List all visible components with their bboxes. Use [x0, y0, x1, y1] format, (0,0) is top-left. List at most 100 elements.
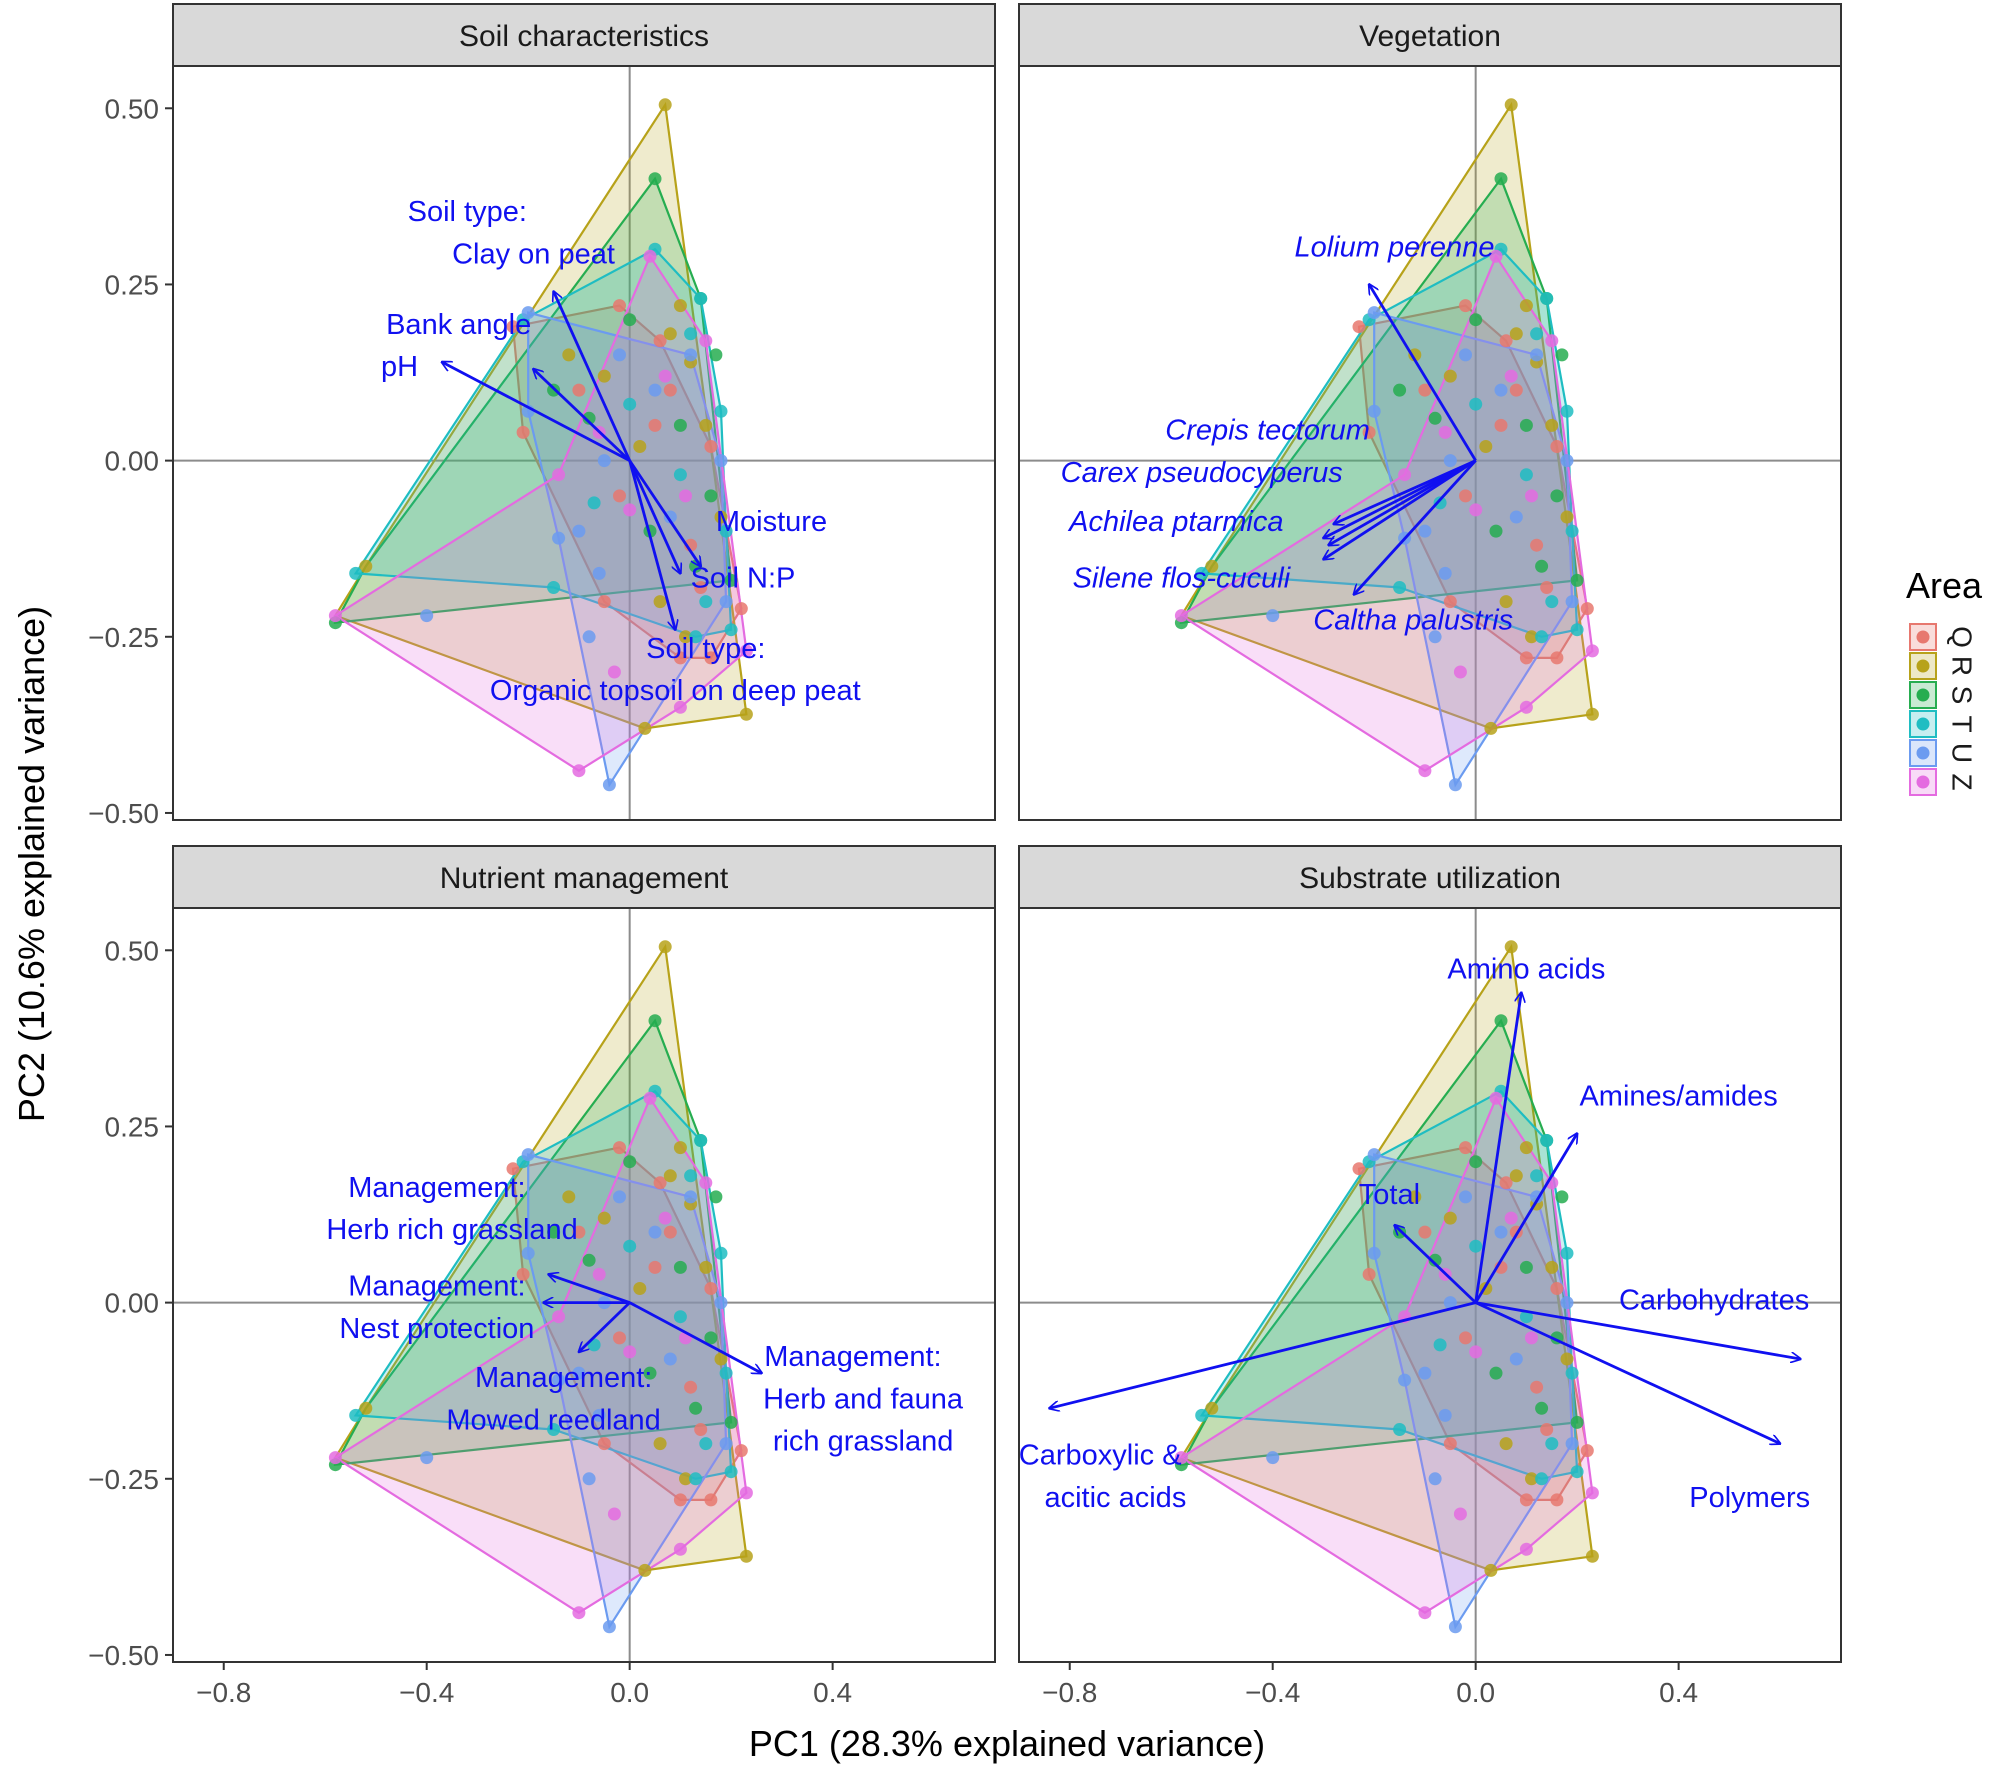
data-point-Z: [1525, 1331, 1538, 1345]
data-point-T: [1393, 1423, 1407, 1436]
x-axis-title: PC1 (28.3% explained variance): [749, 1723, 1265, 1764]
data-point-U: [648, 383, 662, 397]
data-point-T: [1469, 1239, 1483, 1253]
data-point-Z: [1438, 425, 1452, 439]
data-point-U: [613, 348, 626, 362]
data-point-Z: [643, 249, 657, 263]
data-point-R: [1484, 1563, 1498, 1577]
data-point-R: [1509, 1169, 1523, 1183]
data-point-U: [582, 630, 596, 644]
arrow-label: Amines/amides: [1579, 1080, 1777, 1112]
data-point-R: [562, 1190, 576, 1204]
data-point-T: [1560, 1246, 1574, 1260]
data-point-S: [1393, 383, 1407, 397]
hull-Z: [333, 253, 748, 773]
data-point-U: [420, 1451, 434, 1465]
data-point-T: [1519, 1310, 1533, 1324]
legend-label-S: S: [1947, 686, 1978, 705]
data-point-S: [673, 418, 687, 432]
arrow-label: Nest protection: [339, 1313, 534, 1345]
data-point-U: [1398, 1373, 1412, 1387]
data-point-R: [1499, 595, 1513, 609]
data-point-Z: [328, 1451, 342, 1465]
data-point-S: [1555, 348, 1569, 362]
data-point-U: [1509, 510, 1523, 524]
data-point-U: [1443, 454, 1457, 468]
panel-background: [173, 66, 995, 820]
data-point-Q: [1352, 1162, 1366, 1176]
data-point-Z: [1469, 1345, 1483, 1359]
data-point-U: [1438, 566, 1452, 580]
data-point-U: [1448, 1620, 1462, 1634]
data-point-Q: [1540, 581, 1554, 594]
data-point-T: [714, 404, 728, 418]
data-point-S: [1469, 313, 1483, 327]
data-point-R: [658, 98, 672, 112]
data-point-Z: [673, 1542, 687, 1556]
data-point-T: [1535, 1472, 1549, 1486]
loading-arrow: [1475, 1301, 1780, 1444]
data-point-R: [1519, 1141, 1533, 1155]
arrow-label: Management:: [348, 1172, 525, 1204]
data-point-Q: [1550, 1493, 1564, 1507]
data-point-R: [1545, 418, 1559, 432]
arrow-label: Management:: [764, 1341, 941, 1373]
data-point-U: [592, 1408, 606, 1422]
data-point-Q: [597, 595, 611, 609]
data-point-Q: [663, 1225, 677, 1239]
data-point-U: [1367, 404, 1381, 418]
arrow-label: Mowed reedland: [446, 1405, 660, 1437]
arrow-label: Polymers: [1689, 1482, 1810, 1514]
legend-key-point-S: [1916, 688, 1930, 702]
data-point-T: [714, 1246, 728, 1260]
data-point-U: [1367, 306, 1381, 320]
data-point-S: [673, 1260, 687, 1274]
data-point-Q: [673, 1493, 687, 1507]
data-point-R: [1205, 1401, 1219, 1415]
data-point-Q: [1459, 299, 1472, 313]
data-point-S: [1489, 524, 1503, 538]
data-point-T: [1560, 404, 1574, 418]
data-point-R: [359, 1401, 373, 1415]
arrow-label: pH: [381, 351, 418, 383]
data-point-U: [613, 1190, 626, 1204]
data-point-S: [1428, 1253, 1442, 1267]
legend-label-Q: Q: [1947, 626, 1978, 648]
arrow-label: Carbohydrates: [1619, 1285, 1809, 1317]
data-point-T: [1195, 1408, 1209, 1422]
data-point-U: [1443, 1296, 1457, 1310]
data-point-T: [1519, 468, 1533, 482]
data-point-Q: [684, 1380, 698, 1394]
data-point-T: [1545, 1437, 1559, 1451]
data-point-R: [1205, 559, 1219, 573]
data-point-R: [1509, 327, 1523, 341]
data-point-Q: [1459, 1331, 1472, 1345]
data-point-T: [623, 397, 637, 411]
x-tick-label: −0.4: [1245, 1677, 1300, 1708]
data-point-Q: [1580, 1444, 1594, 1458]
data-point-T: [689, 1472, 703, 1486]
data-point-U: [1459, 1190, 1472, 1204]
data-point-Z: [1453, 665, 1467, 679]
data-point-Q: [648, 418, 662, 432]
y-tick-label: −0.50: [88, 798, 159, 829]
arrow-label: Silene flos-cuculi: [1073, 563, 1292, 595]
data-point-T: [694, 292, 708, 305]
data-point-T: [724, 623, 738, 637]
data-point-Z: [623, 503, 637, 517]
legend-key-R: [1909, 652, 1937, 680]
data-point-U: [1418, 1366, 1432, 1380]
data-point-Q: [734, 1444, 748, 1458]
data-point-Q: [1550, 1282, 1564, 1295]
data-point-Q: [572, 1225, 586, 1239]
hull-Z: [333, 1095, 748, 1615]
data-point-Q: [1519, 651, 1533, 665]
data-point-Q: [572, 383, 586, 397]
data-point-U: [1418, 524, 1432, 538]
x-tick-label: −0.8: [196, 1677, 251, 1708]
data-point-T: [1433, 496, 1447, 510]
data-point-R: [699, 418, 713, 432]
data-point-R: [1408, 1190, 1422, 1204]
facet-title: Soil characteristics: [459, 20, 709, 53]
